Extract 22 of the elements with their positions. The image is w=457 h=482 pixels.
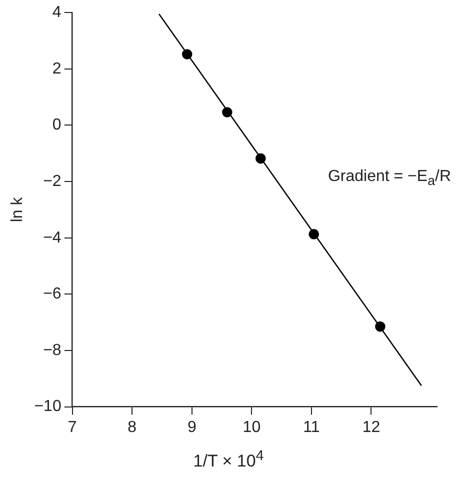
y-tick-label: 4 [52, 4, 62, 22]
y-tick-label: −4 [43, 229, 62, 246]
y-tick-label: −6 [43, 286, 62, 303]
y-tick-label: 0 [52, 116, 62, 134]
y-axis-title: ln k [9, 196, 26, 222]
x-tick-label: 12 [362, 418, 380, 436]
point [375, 321, 386, 332]
point [308, 229, 320, 240]
y-tick-label: −8 [43, 342, 62, 359]
x-tick-label: 9 [187, 418, 196, 436]
x-tick-label: 7 [68, 418, 77, 436]
y-tick-label: −10 [34, 398, 62, 416]
point [255, 153, 266, 164]
x-axis-title: 1/T × 10$^{4}$ [192, 448, 265, 472]
y-tick-label: −2 [43, 172, 62, 190]
point [222, 107, 232, 118]
annotation: Gradient = −E$_{a}$/R [328, 168, 451, 188]
y-tick-label: 2 [52, 60, 62, 78]
point [182, 49, 192, 60]
x-tick-label: 8 [128, 418, 137, 436]
x-tick-label: 10 [242, 418, 261, 436]
x-tick-label: 11 [303, 418, 320, 436]
